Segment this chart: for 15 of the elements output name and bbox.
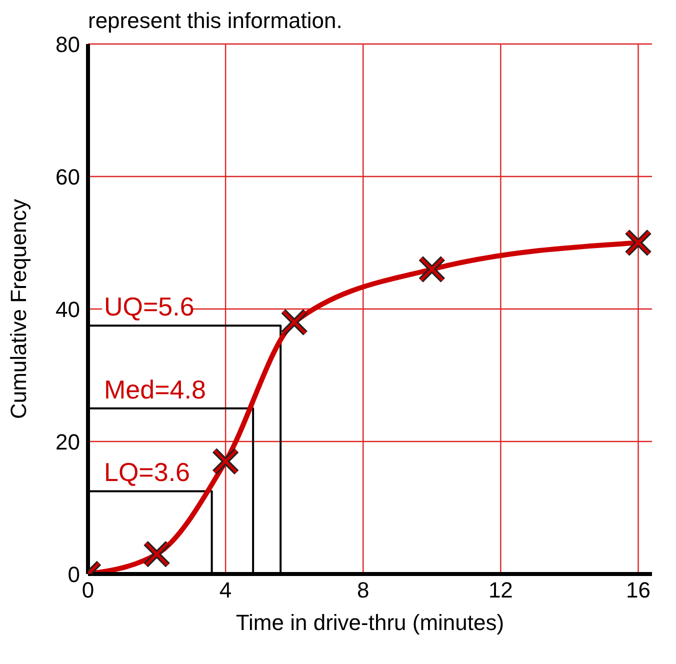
y-tick-label: 0 (68, 562, 80, 587)
y-tick-label: 80 (56, 32, 80, 57)
x-axis-title: Time in drive-thru (minutes) (236, 610, 504, 635)
chart-title: represent this information. (88, 8, 342, 34)
annotation: LQ=3.6 (104, 457, 190, 488)
y-axis-title: Cumulative Frequency (6, 198, 31, 420)
y-tick-label: 40 (56, 296, 80, 322)
x-tick-label: 16 (626, 578, 650, 603)
annotation: UQ=5.6 (104, 292, 194, 322)
y-tick-label: 60 (56, 164, 80, 190)
x-tick-label: 12 (488, 578, 513, 603)
annotation: Med=4.8 (104, 374, 206, 404)
x-tick-label: 4 (219, 578, 232, 603)
x-tick-label: 8 (356, 578, 370, 603)
y-tick-label: 20 (56, 429, 80, 454)
